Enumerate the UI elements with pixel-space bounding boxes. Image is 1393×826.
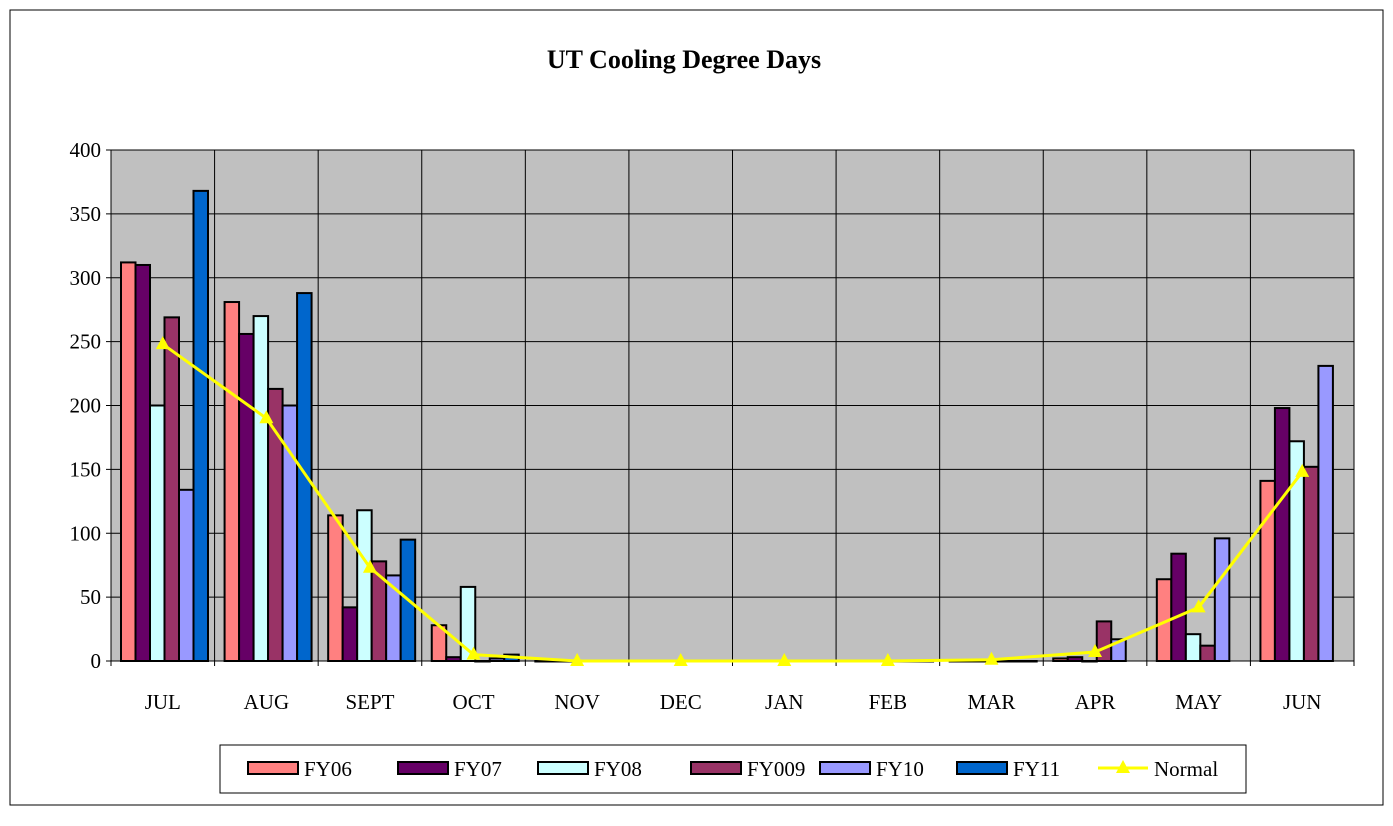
bar-FY08-JUL — [149, 404, 166, 662]
bar-FY11-AUG — [296, 292, 313, 662]
y-tick-label: 0 — [91, 649, 102, 673]
bar-FY08-OCT — [459, 585, 477, 663]
bar-FY07-SEPT — [341, 606, 359, 662]
legend-box — [219, 744, 1247, 794]
marker-Normal-JUN — [1295, 463, 1310, 477]
bar-FY06-NOV — [534, 660, 551, 663]
x-tick-label: OCT — [453, 690, 495, 714]
bar-FY06-AUG — [223, 301, 241, 662]
bar-FY10-JUN — [1317, 364, 1334, 662]
y-tick-label: 150 — [70, 457, 102, 481]
bar-FY08-SEPT — [356, 509, 373, 662]
legend-swatch-FY009 — [690, 761, 742, 775]
x-tick-label: JUL — [145, 690, 181, 714]
bar-FY009-OCT — [474, 660, 491, 663]
bar-FY11-MAR — [1021, 660, 1038, 663]
bar-FY009-JUN — [1302, 465, 1320, 662]
bar-FY07-AUG — [238, 332, 255, 662]
marker-Normal-OCT — [466, 646, 481, 660]
y-tick-label: 50 — [80, 585, 101, 609]
marker-Normal-AUG — [259, 410, 274, 424]
marker-Normal-SEPT — [362, 559, 377, 573]
bar-FY10-MAR — [1006, 660, 1024, 663]
x-tick-label: MAY — [1175, 690, 1222, 714]
x-tick-label: JAN — [765, 690, 804, 714]
legend-swatch-FY10 — [819, 761, 871, 775]
marker-Normal-DEC — [673, 653, 688, 666]
bar-FY08-APR — [1081, 660, 1098, 663]
marker-Normal-APR — [1088, 644, 1103, 658]
legend-swatch-FY06 — [247, 761, 299, 775]
bar-FY06-APR — [1052, 657, 1069, 663]
bar-FY009-JUL — [163, 316, 180, 662]
marker-Normal-JUL — [155, 336, 170, 350]
y-tick-label: 400 — [70, 138, 102, 162]
bar-FY10-JUL — [178, 488, 195, 662]
y-tick-label: 250 — [70, 330, 102, 354]
legend-swatch-FY08 — [537, 761, 589, 775]
bar-FY07-APR — [1066, 656, 1084, 662]
legend-marker-Normal — [1116, 760, 1130, 773]
legend-label-FY06: FY06 — [304, 757, 352, 781]
legend-swatch-FY07 — [397, 761, 449, 775]
bar-FY08-AUG — [252, 315, 270, 662]
marker-Normal-MAR — [984, 651, 999, 665]
bar-FY07-JUL — [134, 263, 151, 662]
bar-FY07-JUN — [1273, 407, 1291, 662]
y-tick-label: 350 — [70, 202, 102, 226]
x-tick-label: JUN — [1283, 690, 1322, 714]
legend-label-FY11: FY11 — [1013, 757, 1060, 781]
x-tick-label: APR — [1075, 690, 1116, 714]
bar-FY06-SEPT — [327, 514, 344, 662]
x-tick-label: MAR — [968, 690, 1016, 714]
bar-FY08-MAY — [1184, 633, 1202, 662]
bar-FY07-MAY — [1170, 552, 1187, 662]
bar-FY10-MAY — [1213, 537, 1231, 662]
legend-label-FY009: FY009 — [747, 757, 805, 781]
x-tick-label: AUG — [244, 690, 290, 714]
bar-FY009-MAY — [1199, 644, 1216, 662]
legend-label-Normal: Normal — [1154, 757, 1218, 781]
x-tick-label: FEB — [869, 690, 908, 714]
bar-FY10-OCT — [488, 657, 506, 663]
bar-FY11-JUL — [192, 189, 209, 662]
marker-Normal-NOV — [570, 653, 585, 666]
marker-Normal-JAN — [777, 653, 792, 666]
legend-swatch-FY11 — [956, 761, 1008, 775]
legend-label-FY07: FY07 — [454, 757, 502, 781]
legend-label-FY10: FY10 — [876, 757, 924, 781]
chart-title: UT Cooling Degree Days — [547, 45, 821, 74]
bar-FY06-JUL — [120, 261, 137, 662]
y-tick-label: 200 — [70, 394, 102, 418]
y-tick-label: 300 — [70, 266, 102, 290]
marker-Normal-FEB — [880, 653, 895, 666]
x-tick-label: SEPT — [345, 690, 394, 714]
plot-area: 0 50 100 150 200 250 300 350 400 JUL AUG SEPT OCT NOV… — [70, 138, 1355, 714]
legend: FY06 FY07 FY08 FY009 FY10 FY11 Normal — [219, 744, 1247, 794]
line-Normal — [161, 342, 1304, 663]
x-tick-label: NOV — [554, 690, 600, 714]
bar-FY07-OCT — [445, 656, 462, 662]
x-tick-label: DEC — [660, 690, 702, 714]
bar-FY06-JUN — [1259, 479, 1276, 662]
marker-Normal-MAY — [1191, 599, 1206, 613]
legend-label-FY08: FY08 — [594, 757, 642, 781]
y-tick-label: 100 — [70, 521, 102, 545]
